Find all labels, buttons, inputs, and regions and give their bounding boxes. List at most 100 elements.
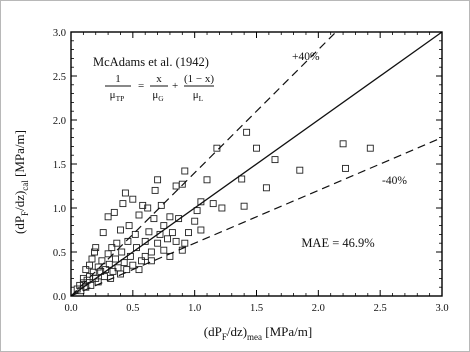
data-point: [98, 257, 106, 265]
data-point: [108, 244, 116, 252]
data-point: [145, 228, 153, 236]
data-point: [105, 260, 113, 268]
data-point: [91, 248, 98, 256]
data-point: [109, 267, 117, 275]
data-point: [79, 274, 87, 282]
data-point: [342, 164, 349, 172]
y-tick-label: 1.0: [53, 204, 66, 215]
data-point: [218, 204, 226, 212]
data-point: [253, 144, 260, 152]
minus-40-line: [70, 137, 443, 297]
data-point: [157, 201, 165, 209]
equation-term1-numerator: x: [156, 73, 162, 85]
data-point: [339, 140, 347, 148]
data-point: [141, 252, 149, 260]
equation-equals: =: [138, 80, 144, 92]
data-marks: [73, 128, 374, 295]
data-point: [197, 226, 205, 234]
data-point: [124, 237, 132, 245]
data-point: [193, 207, 201, 215]
data-point: [271, 156, 279, 164]
data-point: [117, 226, 124, 234]
data-point: [172, 237, 180, 245]
data-point: [168, 229, 176, 237]
equation-term2-denominator: μL: [193, 89, 204, 103]
x-tick-label: 1.0: [188, 303, 201, 314]
x-tick-label: 3.0: [435, 303, 448, 314]
data-point: [147, 257, 155, 265]
equation-term2-numerator: (1 − x): [184, 73, 214, 85]
data-point: [154, 239, 162, 247]
data-point: [118, 248, 126, 256]
data-point: [154, 176, 162, 184]
x-tick-label: 1.5: [250, 303, 263, 314]
equation-lhs-denominator: μTP: [110, 89, 125, 103]
data-point: [86, 261, 93, 269]
equation-lhs-numerator: 1: [115, 73, 121, 85]
data-point: [203, 176, 211, 184]
data-point: [129, 261, 137, 269]
x-tick-label: 0.5: [126, 303, 139, 314]
data-point: [104, 213, 112, 221]
data-point: [135, 266, 143, 274]
model-name-annotation: McAdams et al. (1942): [93, 55, 209, 69]
data-point: [82, 266, 90, 274]
data-point: [135, 211, 143, 219]
data-point: [181, 239, 189, 247]
data-point: [113, 239, 121, 247]
data-point: [99, 229, 107, 237]
data-point: [209, 200, 217, 208]
y-tick-label: 2.0: [53, 116, 66, 127]
data-point: [296, 166, 304, 174]
model-equation: 1 μTP = x μG + (1 − x) μL: [105, 73, 214, 103]
x-tick-label: 2.0: [312, 303, 325, 314]
data-point: [191, 217, 199, 225]
data-point: [119, 200, 127, 208]
y-axis-label: (dPF/dz)cal [MPa/m]: [12, 130, 30, 234]
data-point: [178, 180, 186, 188]
y-tick-label: 3.0: [53, 28, 66, 39]
equation-term1-denominator: μG: [152, 89, 164, 103]
data-point: [240, 202, 248, 210]
y-tick-label: 0.0: [53, 292, 66, 303]
data-point: [164, 235, 171, 243]
parity-line: [70, 31, 443, 297]
data-point: [83, 276, 91, 284]
data-point: [125, 222, 133, 230]
axis-ticks: 0.0 0.5 1.0 1.5 2.0 2.5 3.0 0.0 0.5 1.0 1.5 2.0 2.5 3…: [53, 28, 449, 314]
data-point: [243, 128, 251, 136]
data-point: [185, 229, 192, 237]
y-tick-label: 2.5: [53, 72, 66, 83]
data-point: [88, 255, 96, 263]
data-point: [150, 215, 158, 223]
data-point: [175, 215, 183, 223]
data-point: [123, 266, 131, 274]
reference-lines: [70, 31, 443, 297]
data-point: [121, 189, 129, 197]
data-point: [181, 167, 189, 175]
data-point: [120, 259, 128, 267]
data-point: [94, 263, 102, 271]
plus-40-label: +40%: [292, 51, 320, 63]
data-point: [238, 175, 246, 183]
data-point: [92, 274, 100, 282]
data-point: [92, 244, 100, 252]
minus-40-label: -40%: [382, 175, 407, 187]
plus-40-line: [70, 31, 337, 297]
data-point: [160, 222, 168, 230]
data-point: [86, 273, 93, 281]
data-point: [138, 257, 145, 265]
data-point: [366, 144, 374, 152]
data-point: [147, 248, 155, 256]
y-tick-label: 1.5: [53, 160, 66, 171]
y-tick-label: 0.5: [53, 248, 66, 259]
data-point: [166, 213, 174, 221]
x-tick-label: 0.0: [64, 303, 77, 314]
data-point: [110, 208, 118, 216]
data-point: [129, 195, 137, 203]
data-point: [160, 246, 168, 254]
data-point: [144, 204, 152, 212]
data-point: [131, 230, 139, 238]
data-point: [104, 250, 112, 258]
